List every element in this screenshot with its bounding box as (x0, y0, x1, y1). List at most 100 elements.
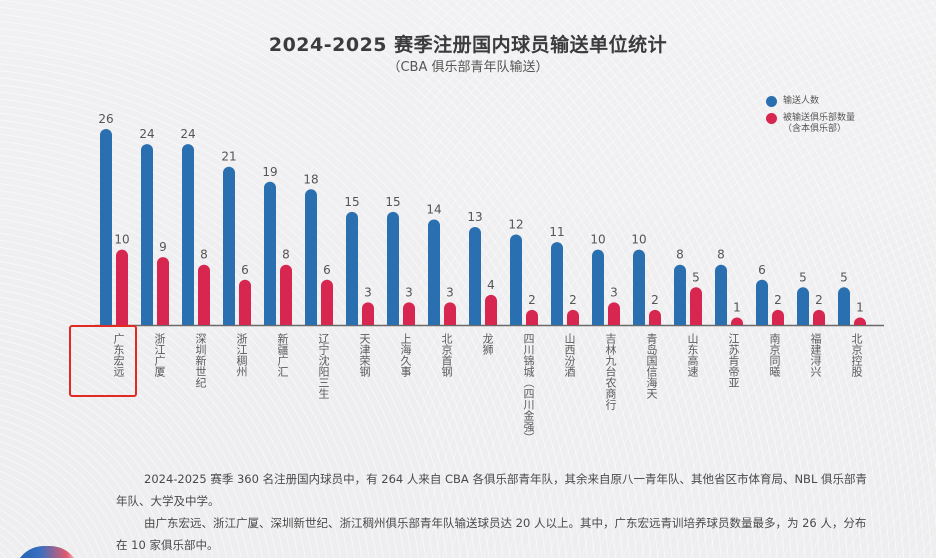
bar-players (346, 211, 358, 325)
bar-clubs (485, 294, 497, 325)
data-label: 1 (733, 300, 741, 314)
data-label: 15 (385, 195, 400, 209)
bar-clubs (362, 302, 374, 325)
data-label: 1 (856, 300, 864, 314)
bar-players (510, 234, 522, 325)
data-label: 10 (631, 233, 646, 247)
chart-title: 2024-2025 赛季注册国内球员输送单位统计 (268, 34, 668, 56)
category-label: 深圳新世纪 (194, 333, 207, 388)
data-label: 2 (569, 293, 577, 307)
category-label: 辽宁沈阳三生 (317, 333, 330, 399)
bar-clubs (403, 302, 415, 325)
data-label: 26 (98, 112, 113, 126)
bar-players (469, 227, 481, 325)
data-label: 19 (262, 165, 277, 179)
bar-players (182, 144, 195, 325)
data-label: 3 (364, 285, 372, 299)
data-label: 14 (426, 202, 441, 216)
category-label: 上海久事 (399, 333, 412, 377)
data-label: 9 (159, 240, 167, 254)
category-label: 浙江广厦 (153, 333, 166, 377)
bar-players (264, 181, 276, 325)
data-label: 24 (180, 127, 195, 141)
paragraph-1-text: 2024-2025 赛季 360 名注册国内球员中，有 264 人来自 CBA … (116, 472, 868, 508)
data-label: 3 (446, 285, 454, 299)
bar-clubs (813, 309, 825, 325)
category-label: 福建浔兴 (809, 333, 822, 377)
data-label: 11 (549, 225, 564, 239)
data-label: 10 (590, 233, 605, 247)
bar-players (100, 129, 112, 325)
bar-players (387, 211, 399, 325)
bar-players (797, 287, 809, 325)
bar-clubs (239, 279, 251, 325)
decorative-logo-swoosh (14, 546, 80, 558)
data-label: 5 (840, 270, 848, 284)
bar-players (674, 264, 686, 325)
category-label: 广东宏远 (112, 333, 125, 377)
data-label: 8 (717, 248, 725, 262)
data-label: 2 (774, 293, 782, 307)
bar-clubs (731, 317, 743, 325)
bar-clubs (690, 287, 702, 325)
data-label: 5 (799, 270, 807, 284)
data-label: 8 (282, 248, 290, 262)
data-label: 6 (241, 263, 249, 277)
bar-players (756, 279, 768, 325)
category-label: 新疆广汇 (276, 333, 289, 377)
highlight-box (69, 325, 137, 397)
category-label: 四川锦城（四川金强） (522, 333, 535, 443)
data-label: 24 (139, 127, 154, 141)
bar-clubs (444, 302, 456, 325)
legend-label: 被输送俱乐部数量 (783, 113, 856, 123)
data-label: 15 (344, 195, 359, 209)
bar-clubs (608, 302, 620, 325)
data-label: 10 (114, 233, 129, 247)
category-label: 龙狮 (481, 333, 494, 355)
chart-subtitle: （CBA 俱乐部青年队输送） (387, 60, 549, 75)
bar-clubs (772, 309, 784, 325)
bar-clubs (567, 309, 579, 325)
bar-clubs (321, 279, 333, 325)
legend-label-group: 被输送俱乐部数量 （含本俱乐部） (783, 113, 855, 135)
data-label: 18 (303, 172, 318, 186)
data-label: 2 (651, 293, 659, 307)
category-label: 山东高速 (686, 333, 699, 377)
data-label: 3 (405, 285, 413, 299)
bar-clubs (280, 264, 292, 325)
bar-players (141, 144, 153, 325)
category-label: 浙江稠州 (235, 333, 248, 377)
category-label: 青岛国信海天 (645, 333, 658, 399)
category-label: 山西汾酒 (563, 333, 576, 377)
category-label: 江苏肯帝亚 (727, 333, 740, 388)
bar-players (551, 242, 563, 325)
bar-players (633, 249, 645, 325)
bar-players (223, 166, 235, 325)
category-label: 南京同曦 (768, 333, 781, 377)
category-label: 天津荣钢 (358, 333, 371, 377)
bar-clubs (157, 257, 169, 325)
legend-swatch-red (766, 113, 777, 124)
data-label: 6 (323, 263, 331, 277)
category-label: 北京控股 (850, 333, 863, 377)
data-label: 13 (467, 210, 482, 224)
data-label: 4 (487, 278, 495, 292)
bar-clubs (649, 309, 661, 325)
data-label: 2 (528, 293, 536, 307)
bar-clubs (198, 264, 210, 325)
data-label: 8 (200, 248, 208, 262)
data-label: 8 (676, 248, 684, 262)
paragraph-2: 由广东宏远、浙江广厦、深圳新世纪、浙江稠州俱乐部青年队输送球员达 20 人以上。… (116, 512, 876, 556)
data-label: 5 (692, 270, 700, 284)
bar-chart: 2610249248216198186153153143134122112103… (95, 112, 884, 327)
data-label: 12 (508, 218, 523, 232)
paragraph-1: 2024-2025 赛季 360 名注册国内球员中，有 264 人来自 CBA … (116, 468, 876, 512)
data-label: 3 (610, 285, 618, 299)
bar-players (715, 264, 727, 325)
chart-legend: 输送人数 被输送俱乐部数量 （含本俱乐部） (766, 96, 855, 141)
bar-players (305, 189, 317, 325)
bar-clubs (854, 317, 866, 325)
bar-clubs (116, 249, 128, 325)
category-label: 北京首钢 (440, 333, 453, 377)
